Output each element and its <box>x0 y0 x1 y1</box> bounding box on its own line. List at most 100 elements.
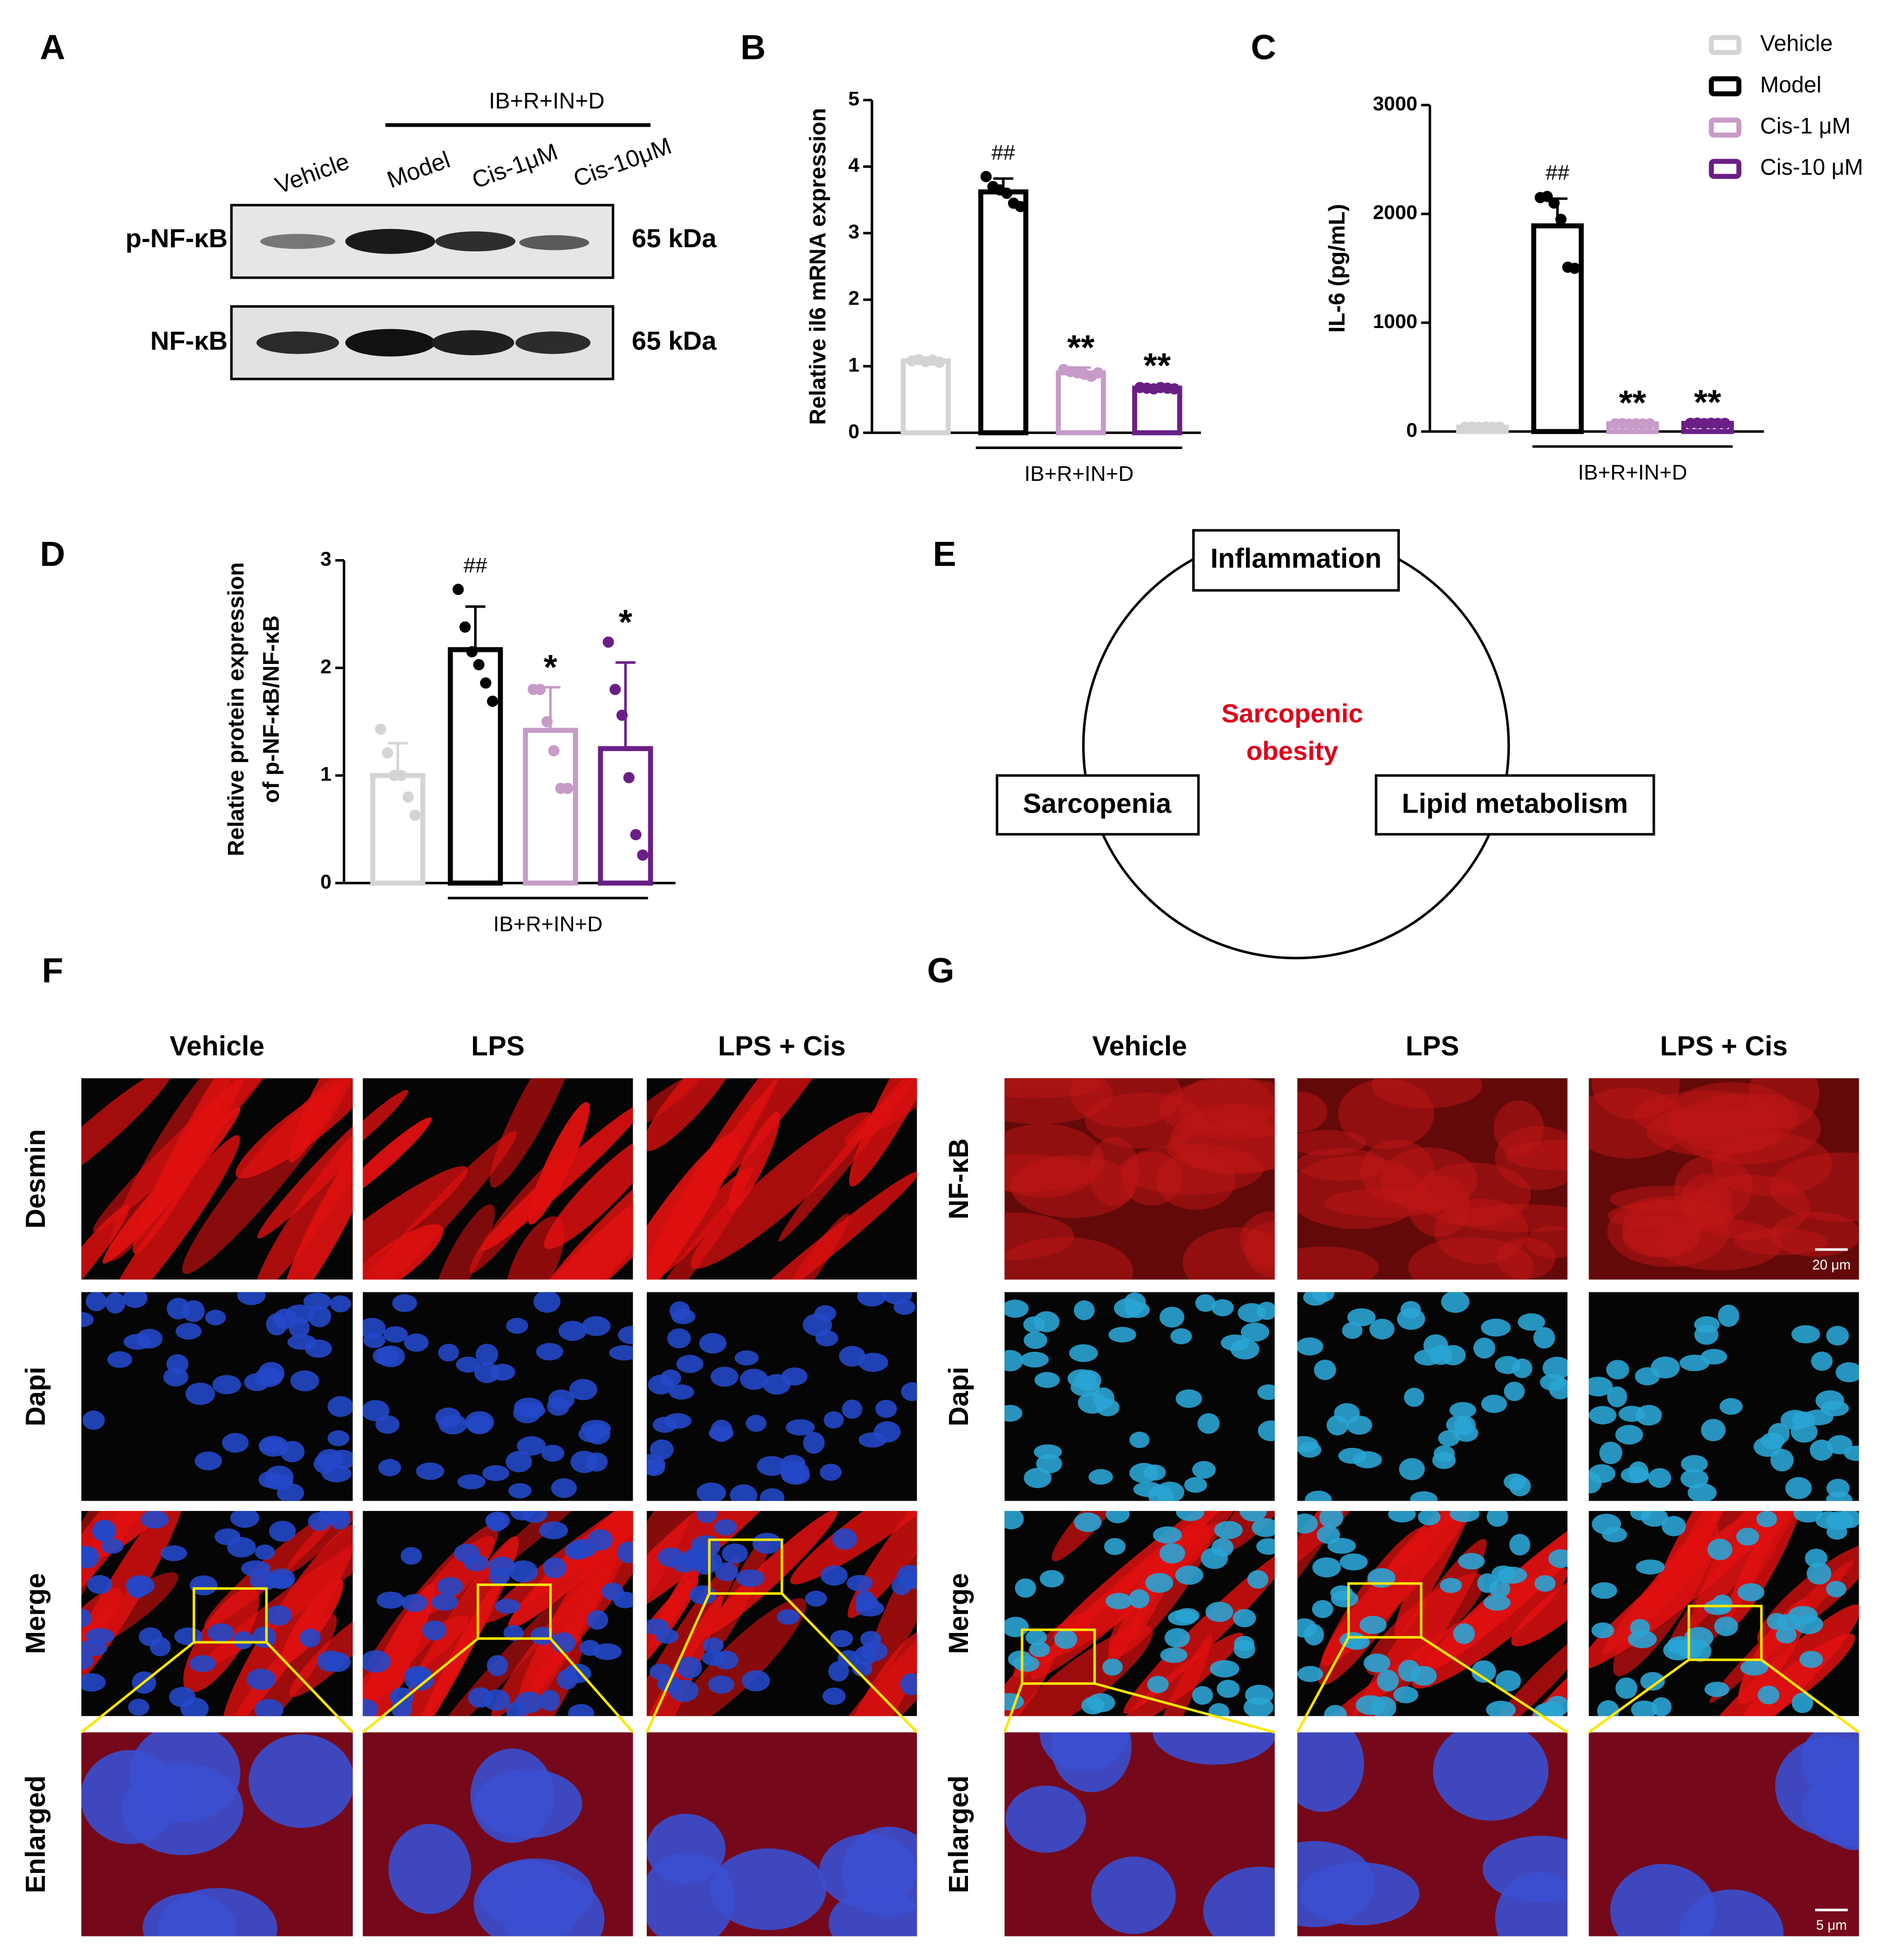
legend-swatch <box>1709 35 1741 55</box>
cell-signal <box>647 1511 806 1625</box>
data-point <box>623 772 635 783</box>
data-point <box>1719 417 1730 429</box>
nucleus <box>539 1521 568 1540</box>
nucleus <box>1536 1701 1564 1716</box>
nucleus <box>482 1465 510 1481</box>
nucleus <box>422 1620 447 1641</box>
nucleus <box>530 1627 554 1646</box>
cell-signal <box>1170 1104 1275 1175</box>
nucleus <box>488 1556 515 1577</box>
nucleus <box>1770 1449 1794 1472</box>
nucleus <box>490 1363 515 1381</box>
nucleus <box>169 1687 196 1708</box>
nucleus <box>900 1673 917 1696</box>
nucleus <box>819 1463 842 1481</box>
nucleus <box>504 1876 605 1937</box>
nucleus <box>1410 1666 1437 1686</box>
nucleus <box>730 1484 758 1501</box>
y-axis-label: of p-NF-κB/NF-κB <box>259 615 284 803</box>
nucleus <box>669 1384 694 1400</box>
nucleus <box>689 1585 717 1605</box>
nucleus <box>161 1545 187 1562</box>
nucleus <box>1125 1302 1150 1318</box>
nucleus <box>1775 1736 1859 1837</box>
nucleus <box>475 1344 499 1365</box>
nucleus <box>601 1582 624 1601</box>
nucleus <box>252 1626 276 1648</box>
nucleus <box>487 1655 508 1676</box>
nucleus <box>1518 1313 1545 1331</box>
nucleus <box>1145 1572 1173 1593</box>
nucleus <box>1203 1867 1275 1937</box>
nucleus <box>1393 1686 1419 1703</box>
nucleus <box>123 1292 148 1308</box>
nucleus <box>1811 1351 1833 1371</box>
nucleus <box>266 1313 287 1336</box>
nucleus <box>1826 1326 1849 1346</box>
nucleus <box>1159 1306 1184 1328</box>
nucleus <box>805 1590 827 1607</box>
nucleus <box>874 1421 901 1443</box>
nucleus <box>1504 1382 1525 1401</box>
nucleus <box>404 1666 432 1684</box>
cell-signal <box>288 1078 353 1163</box>
nucleus <box>1663 1640 1693 1661</box>
nucleus <box>676 1354 704 1373</box>
nucleus <box>1618 1406 1645 1422</box>
micrograph <box>81 1732 353 1937</box>
nucleus <box>1195 1294 1216 1312</box>
micrograph <box>1004 1292 1275 1501</box>
cell-signal <box>1297 1246 1379 1280</box>
micrograph <box>1589 1078 1859 1280</box>
data-point <box>1569 262 1581 274</box>
nucleus <box>1129 1432 1150 1448</box>
nucleus <box>1418 1511 1441 1526</box>
nucleus <box>1020 1351 1049 1368</box>
nucleus <box>205 1310 226 1326</box>
nucleus <box>308 1305 331 1327</box>
nucleus <box>1720 1398 1743 1415</box>
cell-signal <box>1711 1132 1833 1196</box>
nucleus <box>1297 1666 1324 1683</box>
data-point <box>466 646 478 658</box>
nucleus <box>1023 1332 1048 1349</box>
data-point <box>548 745 560 757</box>
nucleus <box>1756 1511 1777 1528</box>
nucleus <box>126 1575 155 1596</box>
nucleus <box>1758 1685 1779 1704</box>
nucleus <box>857 1292 887 1307</box>
nucleus <box>1589 1376 1613 1397</box>
data-point <box>980 171 992 183</box>
nucleus <box>1433 1732 1548 1821</box>
nucleus <box>855 1590 876 1612</box>
cell-signal <box>1371 1078 1483 1109</box>
cell-signal <box>362 1117 432 1203</box>
nucleus <box>1509 1534 1531 1556</box>
nucleus <box>317 1650 344 1672</box>
nucleus <box>259 1437 285 1454</box>
nucleus <box>227 1537 256 1558</box>
nucleus <box>587 1529 613 1551</box>
nucleus <box>1794 1615 1823 1635</box>
nucleus <box>1589 1406 1617 1425</box>
nucleus <box>416 1462 444 1480</box>
micrograph <box>1297 1511 1568 1716</box>
zoom-line <box>645 1592 918 1734</box>
cell-signal <box>101 1135 240 1280</box>
nucleus <box>437 1577 463 1596</box>
nucleus <box>1247 1570 1268 1589</box>
row-label: NF-κB <box>943 1139 974 1219</box>
y-tick-label: 0 <box>320 870 331 893</box>
data-point <box>1644 418 1656 430</box>
micrograph <box>81 1511 353 1716</box>
nucleus <box>1363 1653 1390 1673</box>
significance: ## <box>991 140 1015 164</box>
nucleus <box>656 1628 679 1644</box>
nucleus <box>703 1637 724 1654</box>
cell-signal <box>1622 1199 1703 1257</box>
nucleus <box>650 1439 674 1460</box>
data-point <box>452 584 464 595</box>
nucleus <box>402 1594 428 1612</box>
nucleus <box>362 1317 386 1339</box>
nucleus <box>1791 1692 1813 1713</box>
